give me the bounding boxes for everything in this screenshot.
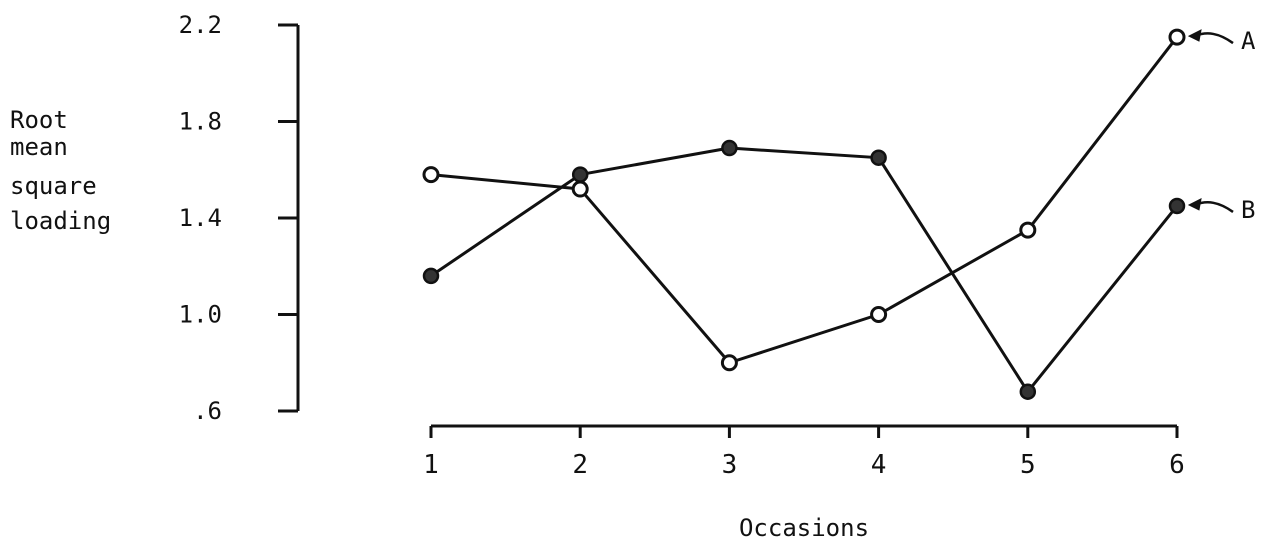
y-axis-label-line: square: [10, 172, 97, 200]
data-point: [571, 166, 589, 183]
series-label-arrowhead: [1187, 29, 1202, 42]
y-tick-label: 1.8: [179, 108, 222, 136]
x-tick-label: 2: [572, 450, 588, 480]
data-point: [571, 180, 589, 198]
x-tick-label: 1: [423, 450, 439, 480]
data-point: [870, 306, 888, 323]
data-point: [1168, 197, 1186, 215]
x-tick-label: 4: [871, 450, 887, 480]
y-tick-label: .6: [193, 397, 222, 425]
x-tick-label: 5: [1020, 450, 1036, 480]
series-label-arrow: [1194, 32, 1234, 45]
series-layer: AB: [422, 27, 1256, 400]
y-axis-label-line: Root: [10, 106, 68, 134]
y-axis-label-line: mean: [10, 133, 68, 161]
y-axis-label: Root mean square loading: [10, 106, 111, 235]
series-label-arrow: [1194, 201, 1234, 213]
y-tick-label: 2.2: [179, 11, 222, 39]
data-point: [1019, 383, 1037, 400]
x-axis: 1 2 3 4 5 6: [423, 424, 1185, 480]
data-point: [870, 149, 887, 166]
x-tick-label: 3: [722, 450, 738, 480]
x-axis-label: Occasions: [739, 514, 869, 542]
series-b: B: [422, 139, 1255, 400]
data-point: [721, 139, 738, 157]
data-point: [1168, 28, 1186, 46]
series-line: [430, 36, 1179, 365]
data-point: [720, 354, 738, 372]
series-label-arrowhead: [1187, 198, 1202, 211]
y-tick-label: 1.4: [179, 204, 222, 232]
series-line: [430, 146, 1179, 394]
series-label: A: [1241, 27, 1256, 55]
y-tick-label: 1.0: [179, 301, 222, 329]
data-point: [422, 166, 440, 184]
data-point: [422, 267, 440, 285]
x-tick-label: 6: [1169, 450, 1185, 480]
y-axis: .6 1.0 1.4 1.8 2.2: [179, 11, 300, 425]
series-a: A: [422, 27, 1256, 372]
data-point: [1019, 221, 1037, 239]
y-axis-label-line: loading: [10, 207, 111, 235]
series-label: B: [1241, 196, 1255, 224]
